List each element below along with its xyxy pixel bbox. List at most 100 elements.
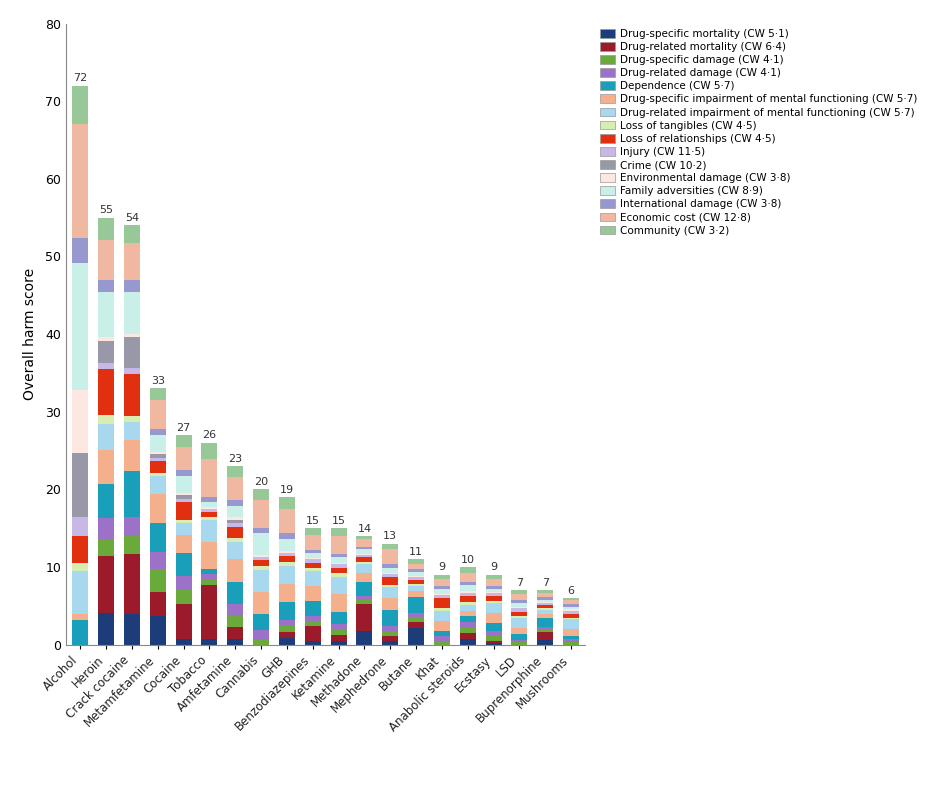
Bar (98, 450, 114, 484)
Text: 27: 27 (177, 423, 191, 432)
Bar (563, 640, 579, 642)
Bar (98, 369, 114, 414)
Bar (253, 560, 269, 566)
Bar (382, 626, 398, 631)
Bar (434, 637, 450, 641)
Bar (98, 424, 114, 450)
Bar (150, 458, 166, 461)
Bar (228, 538, 244, 542)
Bar (485, 642, 501, 645)
Bar (382, 586, 398, 587)
Bar (253, 570, 269, 592)
Bar (537, 602, 553, 603)
Bar (228, 466, 244, 477)
Bar (357, 549, 373, 553)
Bar (150, 454, 166, 458)
Bar (278, 633, 295, 638)
Bar (357, 582, 373, 596)
Bar (460, 602, 476, 605)
Bar (485, 601, 501, 603)
Text: 72: 72 (74, 73, 88, 83)
Bar (434, 621, 450, 631)
Bar (201, 497, 217, 502)
Bar (150, 473, 166, 476)
Bar (253, 557, 269, 560)
Bar (460, 605, 476, 611)
Bar (408, 617, 424, 623)
Bar (512, 608, 528, 612)
Bar (537, 641, 553, 645)
Bar (228, 527, 244, 538)
Bar (460, 567, 476, 572)
Bar (512, 642, 528, 645)
Bar (382, 577, 398, 586)
Bar (434, 641, 450, 645)
Bar (98, 612, 114, 645)
Bar (73, 620, 89, 645)
Text: 9: 9 (438, 562, 446, 572)
Bar (176, 476, 192, 493)
Bar (305, 563, 321, 567)
Text: 6: 6 (567, 586, 575, 596)
Bar (460, 585, 476, 590)
Bar (563, 618, 579, 619)
Bar (537, 630, 553, 632)
Bar (124, 292, 140, 334)
Bar (228, 627, 244, 639)
Bar (305, 567, 321, 571)
Text: 7: 7 (515, 578, 523, 588)
Bar (305, 626, 321, 641)
Text: 15: 15 (331, 516, 346, 526)
Bar (408, 569, 424, 572)
Bar (357, 562, 373, 564)
Bar (98, 340, 114, 363)
Bar (98, 241, 114, 281)
Bar (512, 604, 528, 607)
Bar (150, 452, 166, 454)
Bar (563, 607, 579, 609)
Bar (537, 603, 553, 605)
Bar (330, 567, 346, 574)
Bar (176, 604, 192, 639)
Bar (278, 556, 295, 562)
Text: 11: 11 (409, 547, 423, 556)
Bar (485, 575, 501, 578)
Bar (98, 414, 114, 424)
Bar (330, 577, 346, 594)
Bar (124, 517, 140, 536)
Bar (537, 619, 553, 626)
Bar (512, 634, 528, 640)
Bar (382, 564, 398, 567)
Text: 15: 15 (306, 516, 320, 526)
Bar (124, 244, 140, 280)
Bar (278, 584, 295, 602)
Bar (357, 564, 373, 573)
Bar (201, 575, 217, 580)
Bar (305, 559, 321, 560)
Bar (485, 586, 501, 590)
Bar (408, 591, 424, 597)
Bar (73, 614, 89, 620)
Bar (73, 454, 89, 516)
Bar (176, 535, 192, 553)
Bar (253, 592, 269, 614)
Bar (460, 611, 476, 616)
Bar (228, 506, 244, 517)
Text: 9: 9 (490, 562, 497, 572)
Bar (150, 388, 166, 400)
Bar (408, 580, 424, 583)
Bar (563, 604, 579, 607)
Bar (176, 590, 192, 604)
Bar (305, 535, 321, 550)
Bar (434, 586, 450, 589)
Bar (124, 554, 140, 615)
Bar (382, 631, 398, 636)
Bar (357, 631, 373, 645)
Bar (460, 596, 476, 602)
Bar (73, 123, 89, 237)
Bar (460, 628, 476, 634)
Bar (124, 440, 140, 471)
Bar (73, 263, 89, 390)
Bar (357, 573, 373, 582)
Bar (176, 495, 192, 499)
